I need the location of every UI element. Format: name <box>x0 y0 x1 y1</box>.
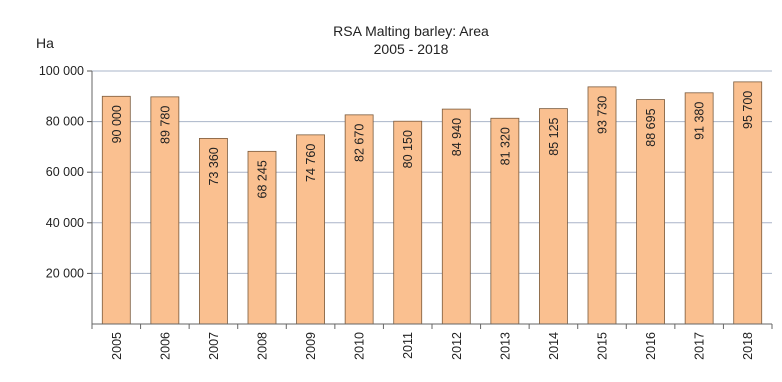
x-tick-label-2006: 2006 <box>158 332 172 360</box>
chart-subtitle: 2005 - 2018 <box>374 41 449 57</box>
value-label-2018: 95 700 <box>741 91 755 129</box>
value-label-2006: 89 780 <box>158 106 172 144</box>
value-label-2013: 81 320 <box>498 127 512 165</box>
x-tick-label-2013: 2013 <box>498 332 512 360</box>
y-tick-label-4: 100 000 <box>39 64 84 78</box>
x-tick-label-2015: 2015 <box>596 332 610 360</box>
bars <box>102 82 761 324</box>
value-label-2015: 93 730 <box>596 96 610 134</box>
x-tick-label-2012: 2012 <box>450 332 464 360</box>
x-tick-label-2005: 2005 <box>110 332 124 360</box>
x-tick-label-2014: 2014 <box>547 332 561 360</box>
value-label-2008: 68 245 <box>256 160 270 198</box>
y-tick-label-0: 20 000 <box>46 266 84 280</box>
axes <box>87 71 772 329</box>
value-label-2012: 84 940 <box>450 118 464 156</box>
x-tick-label-2016: 2016 <box>644 332 658 360</box>
gridlines <box>92 71 772 273</box>
x-tick-label-2008: 2008 <box>256 332 270 360</box>
x-tick-label-2011: 2011 <box>401 332 415 359</box>
value-label-2007: 73 360 <box>207 147 221 185</box>
x-tick-label-2009: 2009 <box>304 332 318 360</box>
value-label-2016: 88 695 <box>644 108 658 146</box>
y-tick-label-2: 60 000 <box>46 165 84 179</box>
value-label-2017: 91 380 <box>693 102 707 140</box>
y-axis-unit-label: Ha <box>36 35 54 51</box>
x-tick-label-2017: 2017 <box>693 332 707 360</box>
x-tick-label-2018: 2018 <box>741 332 755 360</box>
value-label-2011: 80 150 <box>401 130 415 168</box>
y-tick-label-1: 40 000 <box>46 216 84 230</box>
x-tick-label-2010: 2010 <box>353 332 367 360</box>
value-label-2005: 90 000 <box>110 105 124 143</box>
chart-title: RSA Malting barley: Area <box>333 23 489 39</box>
value-label-2010: 82 670 <box>353 124 367 162</box>
y-tick-label-3: 80 000 <box>46 115 84 129</box>
value-label-2014: 85 125 <box>547 117 561 155</box>
value-label-2009: 74 760 <box>304 144 318 182</box>
x-tick-label-2007: 2007 <box>207 332 221 360</box>
